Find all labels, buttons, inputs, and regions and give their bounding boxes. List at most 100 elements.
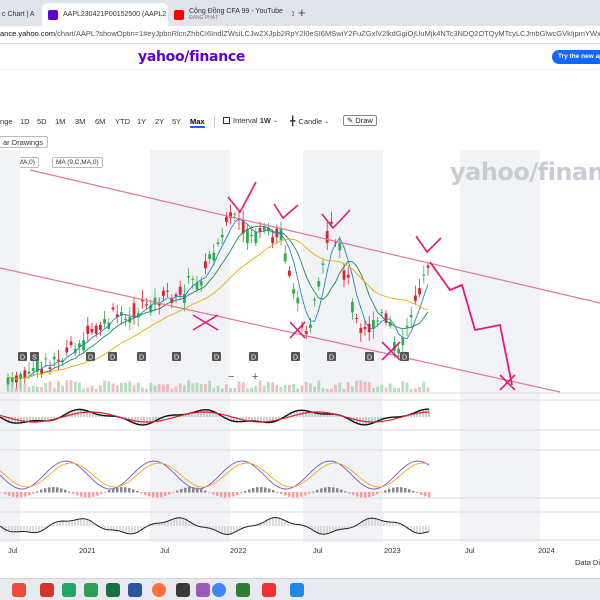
volume-bar bbox=[204, 384, 207, 392]
candle-body bbox=[82, 340, 85, 351]
volume-bar bbox=[317, 380, 321, 392]
tab-youtube[interactable]: Cộng Đồng CFA 99 - YouTube ĐANG PHÁT ✕ bbox=[168, 3, 294, 26]
candle-body bbox=[220, 234, 224, 238]
background-band bbox=[150, 150, 230, 542]
close-tab-icon[interactable]: ✕ bbox=[291, 9, 294, 20]
draw-button[interactable]: ✎ Draw bbox=[343, 115, 377, 126]
chart-type-selector[interactable]: ╋ Candle ⌄ bbox=[290, 116, 329, 127]
dividend-marker-label: D bbox=[367, 355, 372, 362]
new-tab-icon[interactable]: + bbox=[298, 5, 306, 20]
stochastic-histogram-bar bbox=[180, 488, 183, 493]
dividend-marker[interactable] bbox=[86, 352, 95, 361]
clear-drawings-button[interactable]: ar Drawings bbox=[0, 136, 49, 148]
try-new-app-button[interactable]: Try the new ap bbox=[552, 50, 600, 64]
range-6m[interactable]: 6M bbox=[95, 117, 106, 126]
stochastic-histogram-bar bbox=[124, 487, 127, 493]
x-axis-label: 2022 bbox=[230, 546, 247, 555]
dividend-marker[interactable] bbox=[108, 352, 117, 361]
range-ytd[interactable]: YTD bbox=[115, 117, 130, 126]
indicator-chip-ma9[interactable]: MA (9,C,MA,0) bbox=[52, 157, 103, 168]
stochastic-histogram-bar bbox=[100, 492, 103, 495]
range-1d[interactable]: 1D bbox=[20, 117, 30, 126]
candle-body bbox=[313, 299, 316, 301]
dividend-marker[interactable] bbox=[30, 352, 39, 361]
candle-body bbox=[153, 297, 157, 305]
address-bar[interactable]: ance.yahoo.com/chart/AAPL?showOptin=1#ey… bbox=[0, 26, 600, 44]
dividend-marker-label: D bbox=[329, 355, 334, 362]
range-5d[interactable]: 5D bbox=[37, 117, 47, 126]
stochastic-histogram-bar bbox=[332, 487, 335, 493]
stochastic-histogram-bar bbox=[188, 487, 191, 493]
range-1y[interactable]: 1Y bbox=[137, 117, 147, 126]
sheets-icon[interactable] bbox=[62, 583, 76, 597]
candle-body bbox=[19, 373, 22, 379]
candle-body bbox=[103, 318, 106, 324]
dividend-marker[interactable] bbox=[291, 352, 300, 361]
candle-body bbox=[111, 307, 115, 310]
firefox-icon[interactable] bbox=[152, 583, 166, 597]
interval-selector[interactable]: Interval 1W ⌄ bbox=[223, 116, 278, 125]
zoom-in-button[interactable]: + bbox=[252, 371, 259, 383]
stochastic-histogram-bar bbox=[72, 492, 75, 494]
dividend-marker[interactable] bbox=[400, 352, 409, 361]
range-partial[interactable]: nge bbox=[0, 117, 13, 126]
range-3m[interactable]: 3M bbox=[75, 117, 86, 126]
word-icon[interactable] bbox=[128, 583, 142, 597]
tab-aapl-option[interactable]: AAPL230421P00152500 (AAPL2 bbox=[42, 3, 168, 26]
volume-bar bbox=[321, 388, 325, 392]
volume-bar bbox=[23, 384, 27, 392]
range-max[interactable]: Max bbox=[190, 117, 205, 128]
yahoo-watermark: yahoo/finan bbox=[450, 158, 600, 186]
stochastic-histogram-bar bbox=[348, 492, 351, 494]
app-dark-icon[interactable] bbox=[176, 583, 190, 597]
dividend-marker[interactable] bbox=[172, 352, 181, 361]
app-purple-icon[interactable] bbox=[196, 583, 210, 597]
acrobat-icon[interactable] bbox=[40, 583, 54, 597]
dividend-marker[interactable] bbox=[365, 352, 374, 361]
dividend-marker[interactable] bbox=[249, 352, 258, 361]
excel-icon[interactable] bbox=[106, 583, 120, 597]
x-axis-label: Jul bbox=[313, 546, 323, 555]
app-red2-icon[interactable] bbox=[262, 583, 276, 597]
zoom-out-button[interactable]: − bbox=[228, 371, 235, 383]
yahoo-favicon-icon bbox=[48, 9, 58, 20]
volume-bar bbox=[309, 383, 312, 392]
volume-bar bbox=[409, 388, 413, 392]
stochastic-histogram-bar bbox=[144, 492, 147, 496]
app-blue-icon[interactable] bbox=[290, 583, 304, 597]
volume-bar bbox=[94, 388, 98, 392]
chart-type-label: Candle bbox=[298, 117, 323, 126]
stochastic-histogram-bar bbox=[108, 490, 111, 493]
app-green2-icon[interactable] bbox=[236, 583, 250, 597]
stochastic-histogram-bar bbox=[268, 488, 271, 493]
range-5y[interactable]: 5Y bbox=[172, 117, 182, 126]
stochastic-histogram-bar bbox=[352, 492, 355, 496]
interval-value: 1W bbox=[259, 116, 271, 125]
stochastic-histogram-bar bbox=[140, 492, 143, 494]
candle-body bbox=[418, 288, 421, 295]
dividend-marker[interactable] bbox=[137, 352, 146, 361]
candle-body bbox=[233, 213, 237, 215]
stochastic-histogram-bar bbox=[400, 487, 403, 493]
range-1m[interactable]: 1M bbox=[55, 117, 66, 126]
volume-bar bbox=[300, 385, 304, 392]
tab-chart[interactable]: c Chart | A bbox=[0, 3, 36, 26]
app-green-icon[interactable] bbox=[84, 583, 98, 597]
range-2y[interactable]: 2Y bbox=[155, 117, 165, 126]
volume-bar bbox=[86, 387, 90, 392]
draw-label: Draw bbox=[355, 116, 373, 125]
app-red-icon[interactable] bbox=[12, 583, 26, 597]
chrome-icon[interactable] bbox=[212, 583, 226, 597]
macd-signal-line bbox=[0, 411, 430, 423]
volume-bar bbox=[111, 383, 115, 392]
dividend-marker[interactable] bbox=[327, 352, 336, 361]
yahoo-finance-logo[interactable]: yahoo/finance bbox=[138, 49, 246, 65]
candle-body bbox=[321, 263, 325, 265]
candle-body bbox=[355, 318, 358, 320]
pivot-check-mark bbox=[227, 181, 257, 214]
candle-body bbox=[296, 297, 300, 304]
interval-label: Interval bbox=[233, 116, 258, 125]
dividend-marker[interactable] bbox=[212, 352, 221, 361]
dividend-marker[interactable] bbox=[18, 352, 27, 361]
